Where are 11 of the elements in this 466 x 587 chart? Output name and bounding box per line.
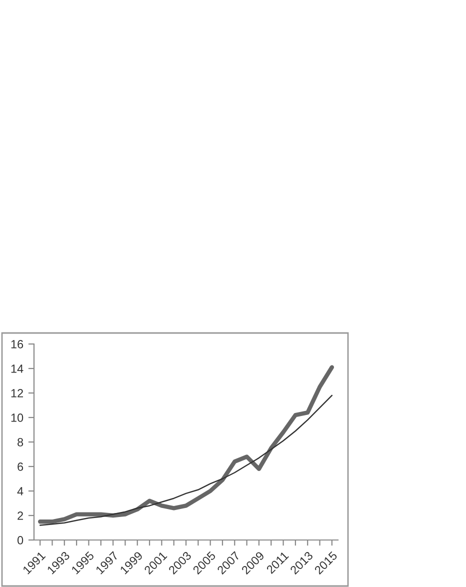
y-tick-label: 10 [11,414,24,422]
y-tick-label: 6 [18,462,24,471]
line-series [38,365,334,524]
y-tick-label: 0 [17,536,24,544]
line-series [39,394,333,526]
y-tick-label: 16 [11,340,24,348]
y-tick-label: 14 [11,364,24,373]
y-tick-label: 8 [18,438,24,446]
y-tick-label: 12 [11,389,23,398]
y-tick-label: 2 [18,512,23,520]
y-tick-label: 4 [17,487,24,496]
